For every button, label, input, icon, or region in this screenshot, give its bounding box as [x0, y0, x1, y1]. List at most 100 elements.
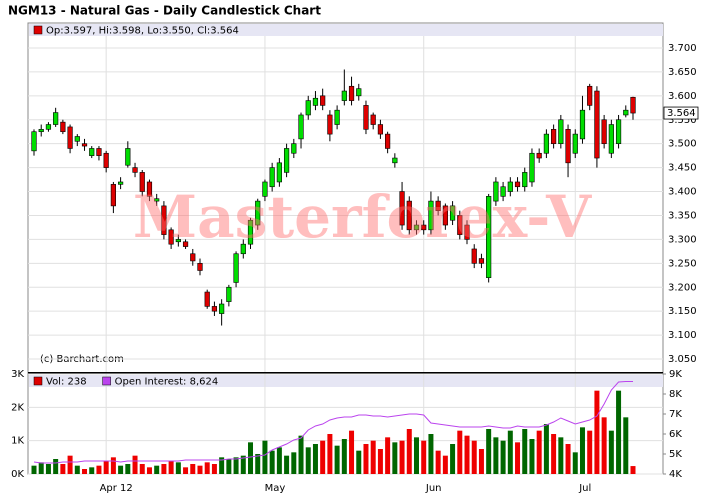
volume-bar: [341, 439, 347, 474]
volume-bar: [284, 455, 290, 474]
candle-body: [507, 181, 513, 192]
candle-body: [226, 286, 232, 302]
candle-body: [81, 143, 88, 147]
volume-bar: [334, 445, 340, 474]
volume-bar: [211, 464, 217, 474]
candle-body: [601, 119, 607, 144]
volume-bar: [457, 430, 463, 474]
volume-bar: [74, 465, 80, 474]
volume-bar: [608, 430, 614, 474]
price-header: [29, 24, 663, 36]
volume-bar: [515, 442, 521, 474]
volume-bar: [226, 459, 232, 474]
candle-body: [486, 196, 492, 278]
volume-bar: [370, 440, 376, 474]
x-tick-label: Jul: [578, 483, 591, 494]
candle-body: [320, 95, 326, 106]
volume-bar: [248, 442, 254, 474]
chart-title: NGM13 - Natural Gas - Daily Candlestick …: [8, 4, 321, 18]
candle-body: [399, 191, 405, 226]
y2-tick-label: 7K: [669, 409, 682, 420]
last-price-label: 3.564: [667, 108, 696, 119]
volume-bar: [529, 439, 535, 474]
volume-bar: [139, 464, 145, 474]
candle-body: [341, 90, 347, 101]
candle-body: [348, 85, 355, 101]
candle-body: [45, 124, 52, 130]
candle-body: [276, 162, 282, 183]
volume-bar: [255, 454, 261, 474]
legend-swatch: [33, 376, 43, 386]
volume-bar: [356, 450, 362, 474]
volume-bar: [132, 455, 138, 474]
candle-body: [421, 224, 427, 231]
candle-body: [471, 248, 477, 264]
candle-body: [565, 129, 571, 164]
volume-bar: [471, 440, 477, 474]
volume-bar: [565, 444, 571, 474]
volume-bar: [558, 437, 564, 474]
candle-body: [298, 114, 304, 140]
y-tick-label: 3.700: [668, 43, 697, 54]
y-tick-label: 3.450: [668, 163, 697, 174]
volume-bar: [392, 442, 398, 474]
candle-body: [312, 97, 319, 106]
volume-bar: [240, 455, 246, 474]
candle-body: [435, 200, 441, 211]
volume-bar: [421, 440, 427, 474]
candle-body: [190, 253, 196, 262]
volume-bar: [413, 437, 419, 474]
volume-bar: [161, 464, 167, 474]
volume-bar: [630, 466, 636, 474]
volume-bar: [67, 455, 73, 474]
volume-bar: [486, 429, 492, 474]
volume-bar: [312, 444, 318, 474]
candle-body: [579, 109, 586, 140]
candle-body: [139, 172, 145, 192]
volume-bar: [572, 452, 578, 474]
candle-body: [442, 205, 448, 226]
candle-body: [551, 129, 557, 144]
volume-bar: [276, 447, 282, 474]
candle-body: [233, 253, 239, 283]
open-interest-line: [33, 381, 633, 464]
volume-bar: [478, 449, 484, 474]
legend-label: Vol: 238: [46, 377, 87, 388]
volume-bar: [428, 434, 434, 474]
volume-bar: [623, 417, 629, 474]
volume-bar: [262, 440, 268, 474]
volume-bar: [53, 459, 59, 474]
volume-bar: [522, 429, 528, 474]
y-tick-label: 3.350: [668, 210, 697, 221]
candle-body: [132, 167, 138, 173]
candle-body: [182, 241, 189, 247]
candle-body: [53, 112, 59, 125]
legend-label: Open Interest: 8,624: [115, 377, 219, 388]
volume-bar: [587, 430, 593, 474]
last-price-box: [663, 106, 699, 120]
volume-bar: [110, 457, 116, 474]
candle-body: [413, 224, 420, 231]
candle-body: [370, 114, 376, 125]
candle-body: [594, 90, 600, 159]
volume-bar: [82, 469, 88, 474]
volume-bar: [269, 450, 275, 474]
y2-tick-label: 8K: [669, 389, 682, 400]
y-tick-label: 3.500: [668, 139, 697, 150]
candle-body: [219, 303, 225, 314]
volume-bar: [38, 462, 44, 474]
volume-bar: [233, 457, 239, 474]
candle-body: [291, 143, 297, 154]
y-tick-label: 3.050: [668, 354, 697, 365]
volume-bar: [349, 430, 355, 474]
candles: [31, 69, 636, 326]
volume-bar: [96, 465, 102, 474]
candle-body: [572, 133, 578, 154]
volume-bar: [219, 457, 225, 474]
candle-body: [240, 243, 246, 255]
candle-body: [522, 172, 528, 188]
candle-body: [529, 152, 535, 183]
volume-bar: [536, 430, 542, 474]
candle-body: [110, 184, 116, 207]
